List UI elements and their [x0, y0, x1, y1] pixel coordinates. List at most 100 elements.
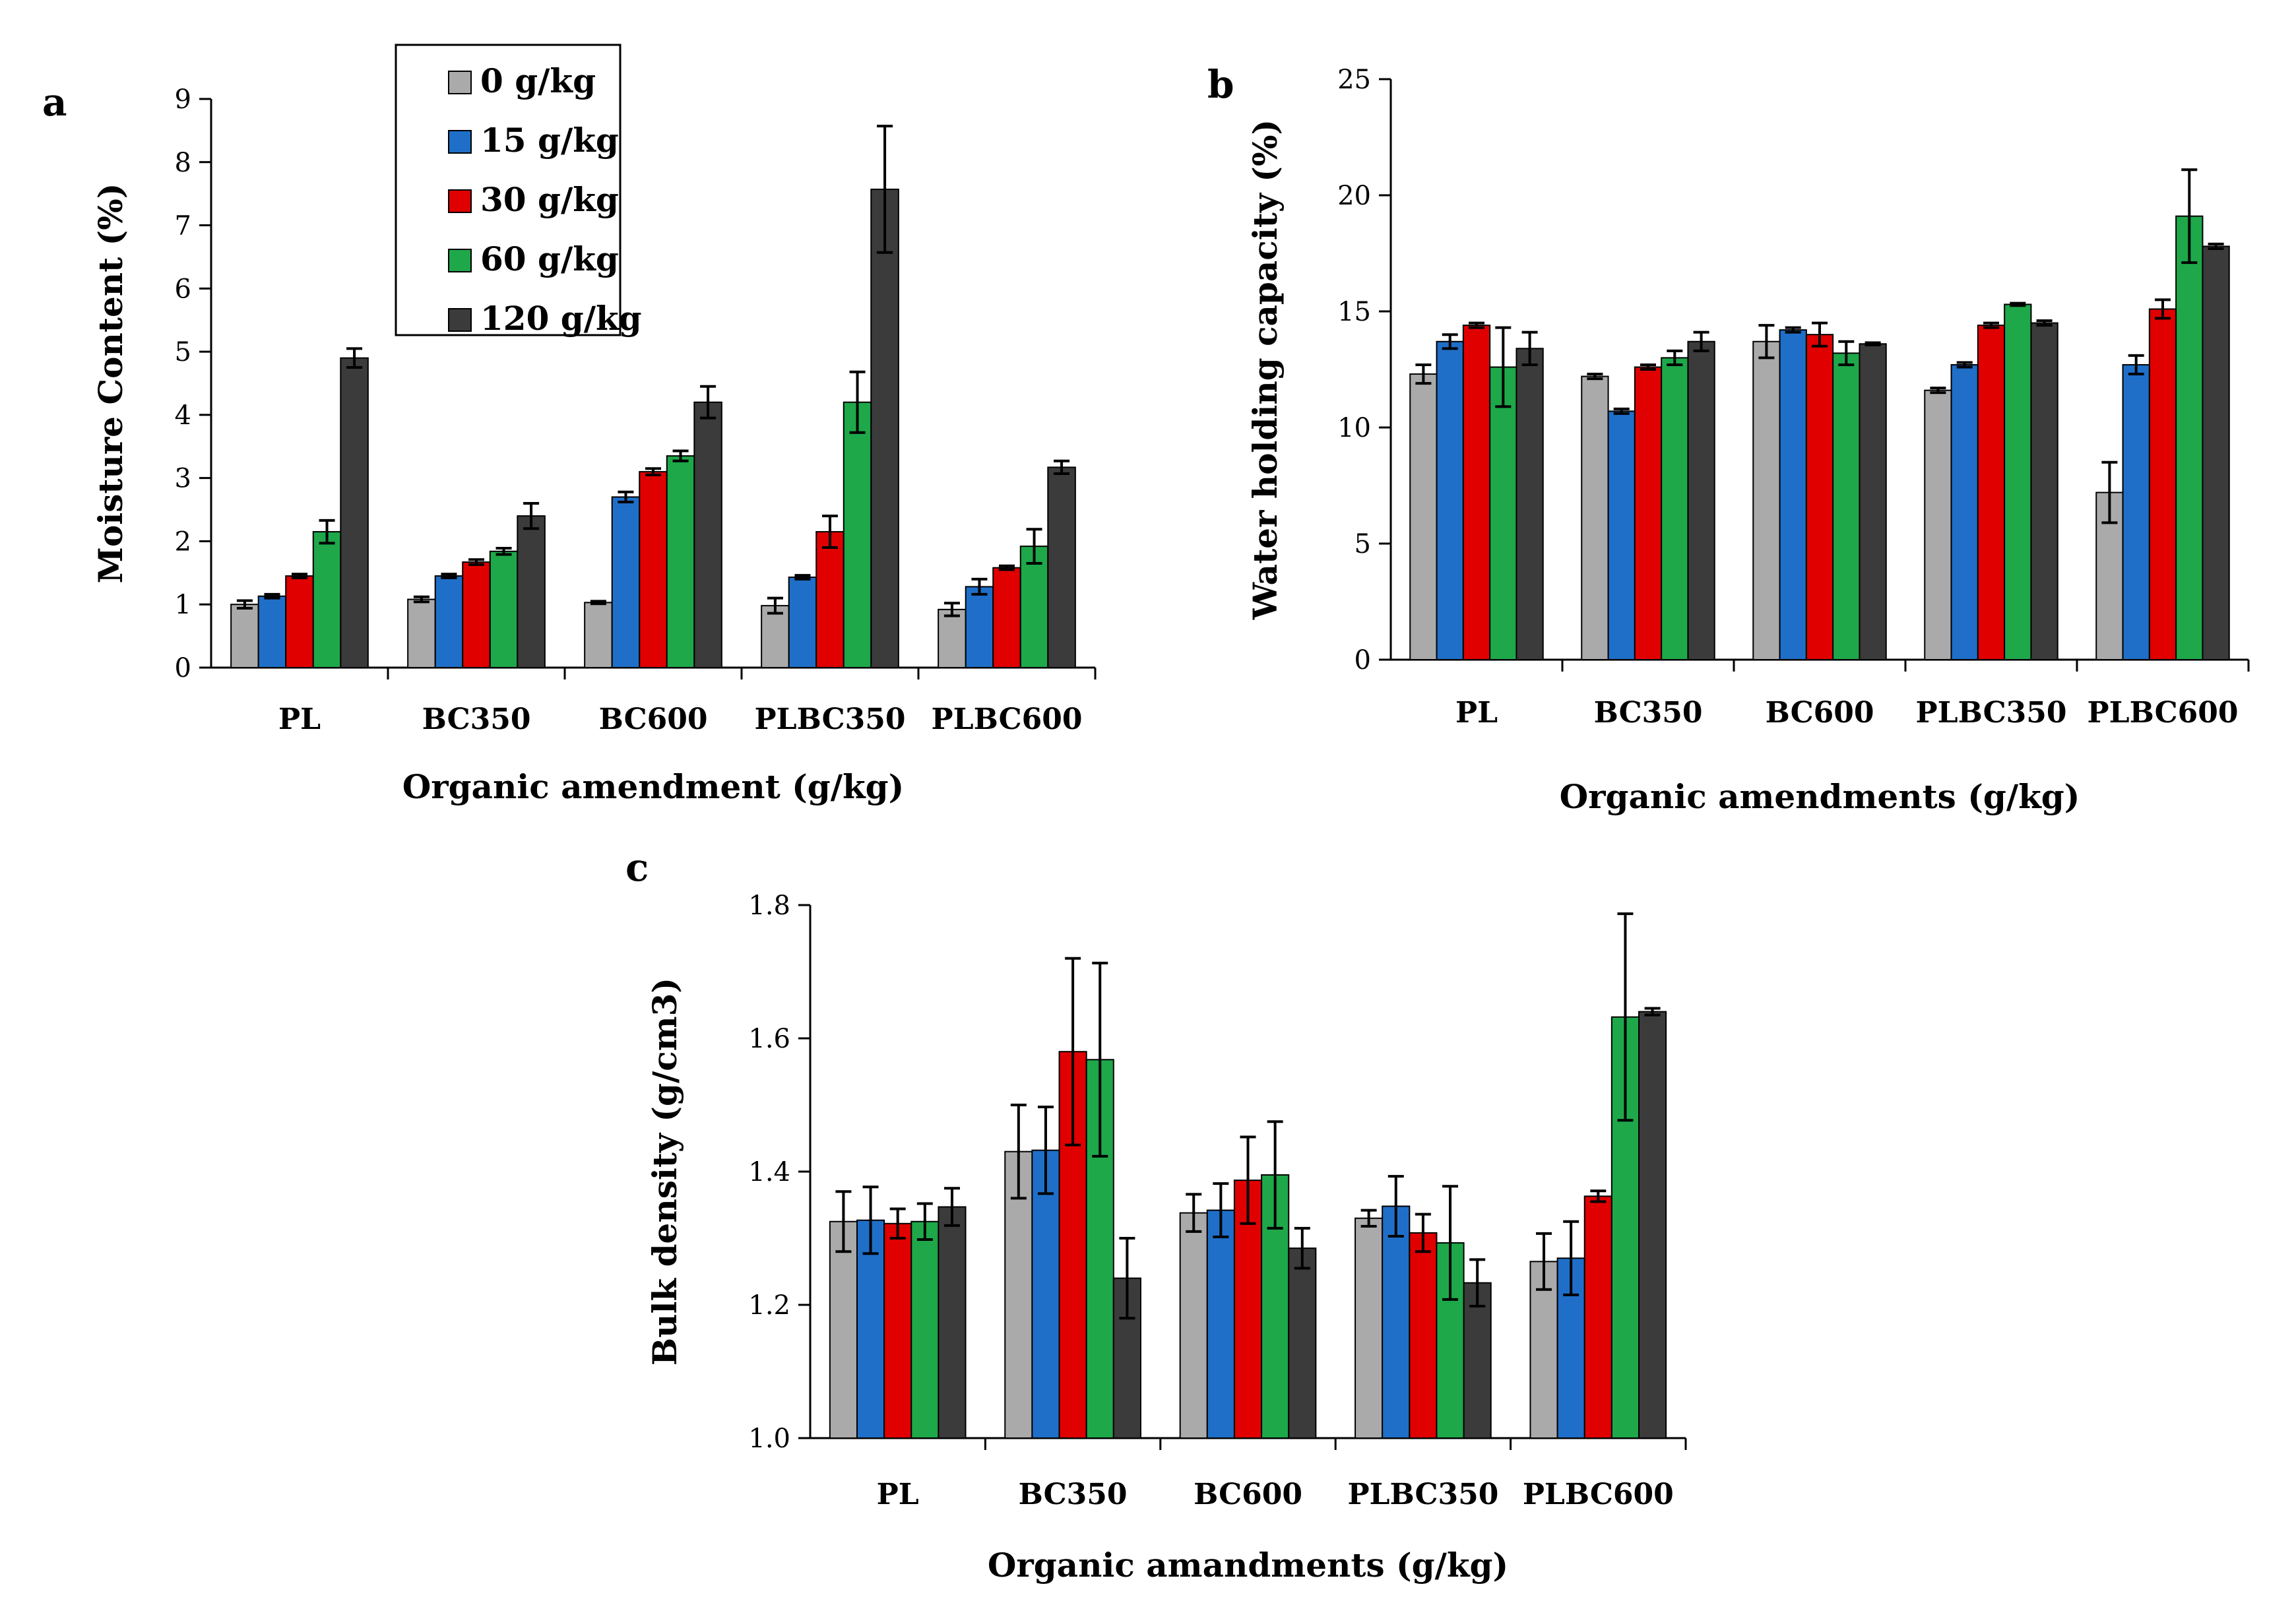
- x-category-label: BC350: [1594, 696, 1703, 730]
- y-tick-label: 2: [175, 526, 191, 557]
- bar: [1805, 334, 1834, 660]
- x-category-label: PLBC350: [1916, 696, 2067, 730]
- y-tick-label: 3: [175, 464, 191, 494]
- bar: [788, 577, 817, 668]
- legend-label: 60 g/kg: [480, 239, 619, 278]
- bar: [883, 1222, 912, 1439]
- bar: [1462, 325, 1491, 660]
- bar: [992, 567, 1021, 668]
- legend-swatch: [448, 249, 472, 272]
- y-axis-title: Water holding capacity (%): [1246, 119, 1285, 620]
- bar: [965, 586, 994, 668]
- bar: [761, 605, 790, 668]
- panel-c-chart: c1.01.21.41.61.8PL BC350 BC600 PLBC350 PLBC6…: [625, 845, 1687, 1585]
- bar: [230, 604, 259, 669]
- bar: [1950, 363, 1979, 661]
- bar: [1436, 340, 1464, 660]
- bar: [1832, 352, 1861, 660]
- y-tick-label: 1.8: [748, 891, 790, 921]
- y-tick-label: 15: [1337, 297, 1371, 327]
- x-category-label: PLBC600: [932, 703, 1083, 736]
- bar: [1515, 348, 1544, 660]
- x-category-label: PLBC600: [2088, 696, 2239, 730]
- legend-swatch: [448, 130, 472, 154]
- y-tick-label: 0: [175, 653, 191, 683]
- bar: [693, 401, 722, 668]
- y-tick-label: 1: [175, 590, 191, 620]
- x-category-label: BC350: [422, 703, 531, 736]
- y-tick-label: 5: [175, 337, 191, 367]
- bar: [1977, 325, 2006, 660]
- x-axis-title: Organic amendment (g/kg): [402, 767, 905, 806]
- bar: [938, 608, 967, 669]
- bar: [1355, 1217, 1384, 1439]
- bar: [285, 575, 314, 668]
- legend-label: 30 g/kg: [480, 180, 619, 219]
- bar: [1031, 1149, 1060, 1439]
- bar: [1752, 340, 1781, 660]
- y-tick-label: 1.0: [748, 1424, 790, 1454]
- x-category-label: PLBC350: [755, 703, 906, 736]
- bar: [489, 550, 519, 668]
- y-tick-label: 20: [1337, 181, 1371, 211]
- legend: 0 g/kg 15 g/kg 30 g/kg 60 g/kg 120 g/kg: [395, 44, 642, 338]
- bar: [1687, 340, 1715, 660]
- y-tick-label: 7: [175, 211, 191, 241]
- bar: [1638, 1011, 1667, 1439]
- bar: [1661, 357, 1689, 661]
- y-axis-title: Moisture Content (%): [91, 183, 130, 584]
- y-tick-label: 0: [1355, 645, 1371, 676]
- bar: [1581, 375, 1609, 660]
- bar: [639, 471, 668, 668]
- bar: [2148, 308, 2177, 661]
- y-tick-label: 1.4: [748, 1157, 790, 1187]
- legend-swatch: [448, 308, 472, 332]
- bar: [2202, 245, 2230, 660]
- bar: [843, 401, 872, 668]
- bar: [815, 531, 845, 668]
- x-category-label: PL: [278, 703, 321, 736]
- bar: [312, 531, 342, 668]
- panel-label: a: [42, 80, 67, 125]
- bar: [2175, 215, 2204, 660]
- x-category-label: BC600: [1194, 1478, 1302, 1511]
- legend-label: 120 g/kg: [480, 299, 642, 338]
- bar: [1288, 1247, 1317, 1439]
- bar: [611, 496, 641, 669]
- x-axis-title: Organic amandments (g/kg): [988, 1546, 1508, 1585]
- legend-label: 15 g/kg: [480, 121, 619, 160]
- y-tick-label: 10: [1337, 413, 1371, 443]
- bar: [1529, 1261, 1558, 1439]
- x-category-label: PL: [1455, 696, 1498, 730]
- y-tick-label: 8: [175, 148, 191, 178]
- bar: [1409, 373, 1438, 660]
- panel-label: b: [1207, 62, 1234, 107]
- bar: [938, 1206, 967, 1439]
- bar: [340, 357, 369, 668]
- panel-label: c: [625, 845, 649, 890]
- bar: [1206, 1209, 1235, 1439]
- bar: [1047, 466, 1076, 669]
- x-category-label: PLBC350: [1347, 1478, 1498, 1511]
- bar: [2122, 363, 2150, 661]
- bar: [462, 561, 491, 668]
- bar: [1409, 1232, 1438, 1439]
- bar: [1607, 410, 1636, 660]
- bar: [584, 602, 613, 668]
- bar: [1779, 329, 1807, 660]
- bar: [1179, 1212, 1208, 1439]
- legend-swatch: [448, 189, 472, 213]
- bar: [257, 595, 287, 669]
- x-category-label: BC350: [1019, 1478, 1128, 1511]
- bar: [666, 455, 695, 669]
- y-tick-label: 1.6: [748, 1024, 790, 1054]
- bar: [2004, 303, 2032, 660]
- legend-box: [395, 44, 622, 336]
- y-tick-label: 6: [175, 274, 191, 304]
- x-category-label: BC600: [599, 703, 708, 736]
- x-category-label: BC600: [1766, 696, 1874, 730]
- legend-label: 0 g/kg: [480, 61, 596, 100]
- y-tick-label: 25: [1337, 65, 1371, 95]
